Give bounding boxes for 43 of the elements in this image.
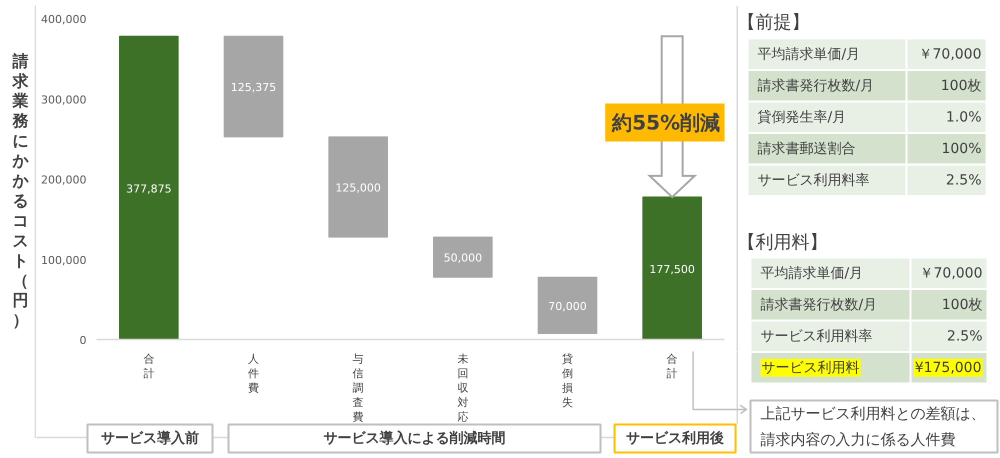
text: 請求業務にかかるコスト（円） [12, 51, 28, 330]
y-tick-label: 200,000 [41, 174, 87, 186]
text: ￥70,000 [918, 46, 982, 62]
data-label: 70,000 [548, 300, 587, 313]
data-label: 125,375 [230, 81, 276, 94]
text: 請求書発行枚数/月 [758, 78, 874, 94]
text: 平均請求単価/月 [760, 265, 864, 282]
x-tick-label: 与信調査費 [352, 352, 364, 424]
x-tick-label: 未回収対応 [457, 352, 468, 424]
data-label: 377,875 [126, 182, 172, 196]
data-label: 50,000 [444, 252, 482, 265]
text: 請求書郵送割合 [758, 140, 856, 157]
annotation: 約55%削減 [611, 110, 720, 134]
text: 2.5% [946, 172, 982, 188]
text: サービス利用料 [762, 360, 860, 376]
text: サービス利用料率 [760, 328, 872, 344]
text: 平均請求単価/月 [758, 46, 860, 62]
x-tick-label: 人件費 [248, 352, 259, 395]
y-tick-label: 400,000 [41, 13, 87, 26]
text: 100枚 [942, 296, 983, 313]
text: サービス導入による削減時間 [324, 430, 506, 446]
y-tick-label: 0 [80, 334, 86, 347]
text: 上記サービス利用料との差額は、請求内容の入力に係る人件費 [760, 404, 986, 449]
text: 100% [941, 140, 982, 157]
x-tick-label: 合計 [666, 352, 678, 380]
text: 貸倒発生率/月 [758, 109, 846, 126]
data-label: 177,500 [649, 262, 695, 276]
y-tick-label: 100,000 [41, 254, 87, 267]
text: 2.5% [946, 328, 983, 344]
data-label: 125,000 [335, 182, 381, 195]
text: サービス利用料率 [758, 172, 870, 188]
text: ¥175,000 [914, 360, 982, 376]
y-tick-label: 300,000 [41, 93, 87, 106]
text: サービス利用後 [626, 430, 724, 446]
text: 【前提】 [738, 12, 810, 33]
text: 【利用料】 [738, 232, 828, 253]
x-tick-label: 貸倒損失 [562, 352, 573, 410]
x-tick-label: 合計 [143, 352, 154, 380]
text: 1.0% [946, 109, 982, 126]
text: 100枚 [940, 78, 982, 94]
text: サービス導入前 [101, 430, 199, 446]
text: 請求書発行枚数/月 [760, 296, 878, 313]
text: ￥70,000 [920, 265, 983, 282]
